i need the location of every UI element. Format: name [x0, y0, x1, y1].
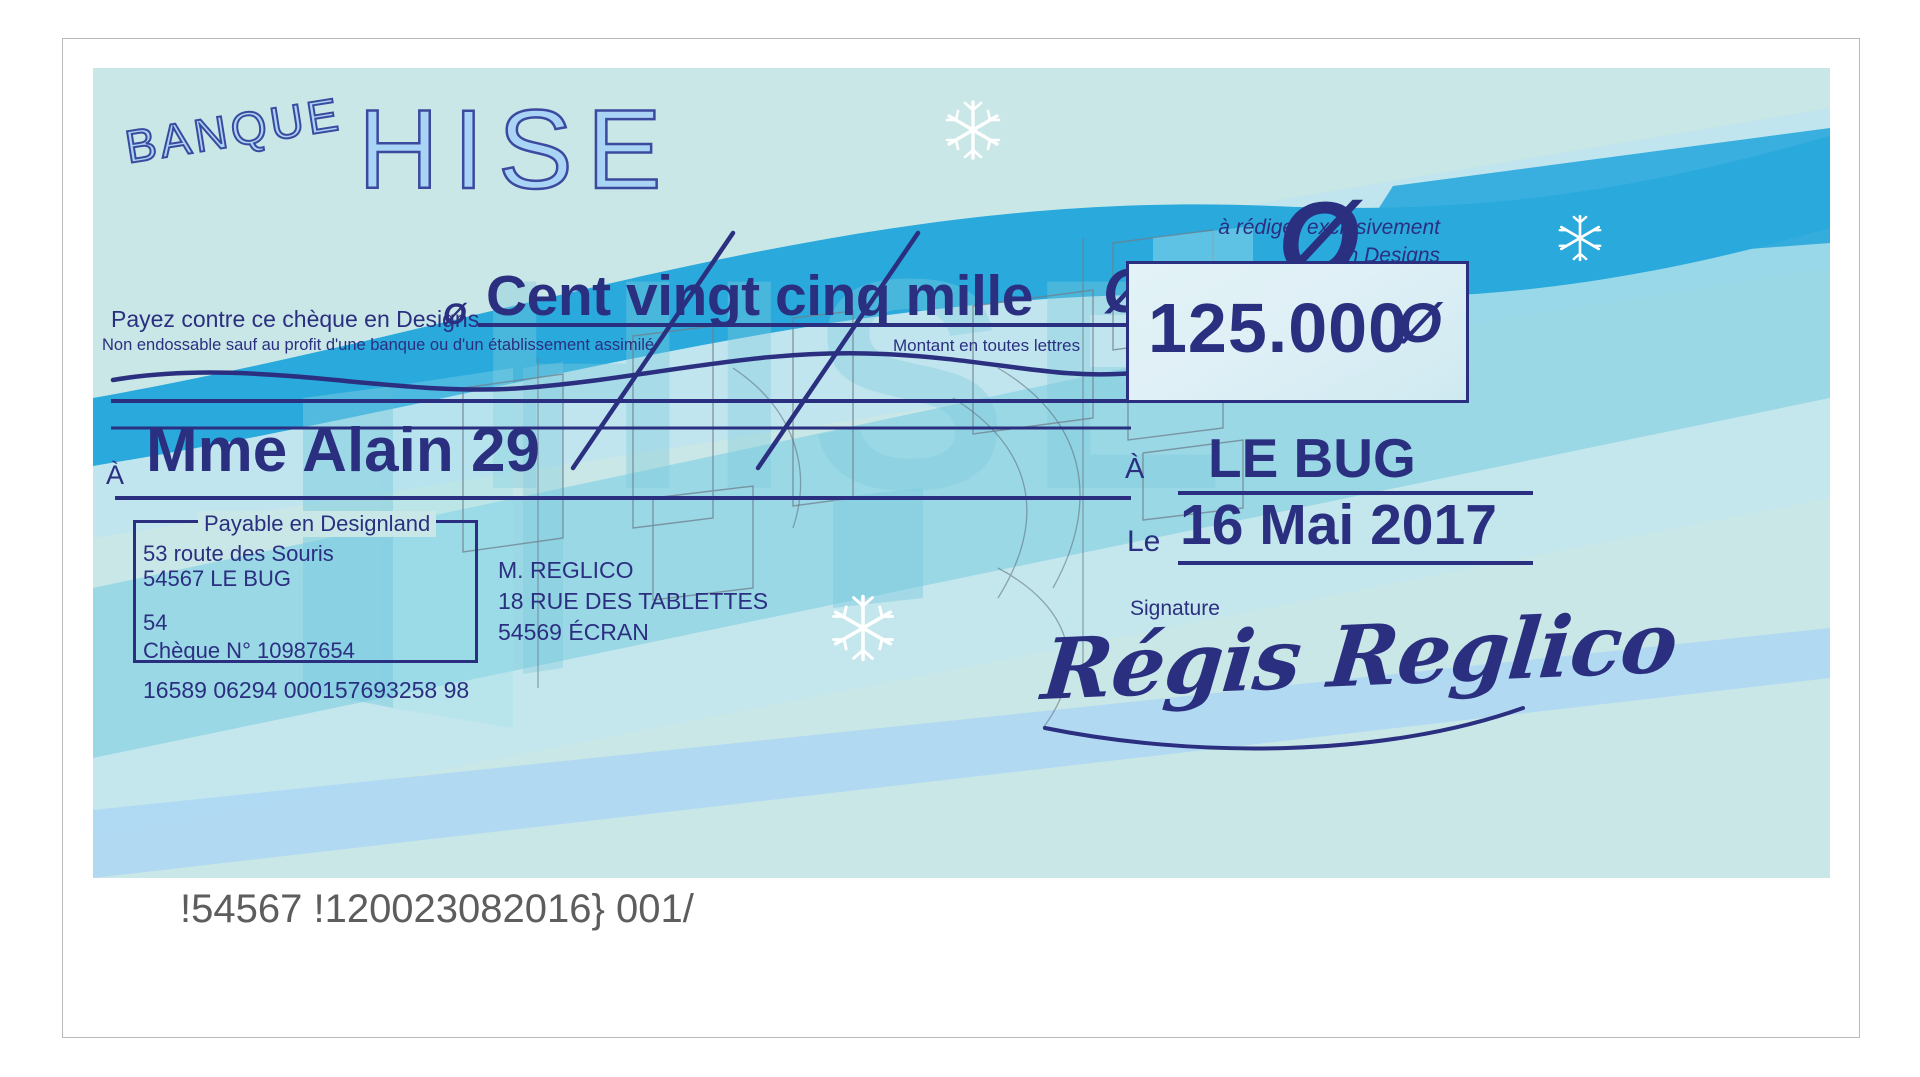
- cheque-number: Chèque N° 10987654: [143, 638, 355, 663]
- amount-figures-box: [1126, 261, 1469, 403]
- date-value[interactable]: 16 Mai 2017: [1180, 493, 1497, 557]
- cheque-document: HISE: [93, 68, 1830, 878]
- beneficiary-value[interactable]: Mme Alain 29: [146, 416, 540, 485]
- micr-code-line: !54567 !120023082016} 001/: [180, 887, 694, 931]
- currency-symbol-icon: Ø: [443, 298, 467, 331]
- bank-address-line-1: 53 route des Souris: [143, 541, 334, 566]
- amount-in-figures-value[interactable]: 125.000: [1148, 289, 1409, 367]
- date-prefix-label: Le: [1127, 525, 1161, 558]
- payable-legend: Payable en Designland: [198, 511, 437, 537]
- place-value[interactable]: LE BUG: [1208, 427, 1416, 489]
- amount-in-words-value[interactable]: Cent vingt cinq mille: [486, 264, 1033, 328]
- bank-address-line-2: 54567 LE BUG: [143, 566, 291, 591]
- amount-in-words-caption: Montant en toutes lettres: [893, 336, 1081, 355]
- drawer-city: 54569 ÉCRAN: [498, 619, 649, 645]
- non-endorsable-fine-print: Non endossable sauf au profit d'une banq…: [102, 336, 655, 354]
- bank-logo-name: HISE: [357, 86, 676, 214]
- place-prefix-label: À: [1125, 453, 1145, 485]
- currency-symbol-icon-figures: Ø: [1398, 291, 1442, 354]
- drawer-name: M. REGLICO: [498, 557, 634, 583]
- signature-label: Signature: [1130, 597, 1220, 620]
- beneficiary-prefix-label: À: [106, 460, 125, 490]
- bank-logo-banque-word: BANQUE: [121, 87, 347, 175]
- drawer-street: 18 RUE DES TABLETTES: [498, 588, 769, 614]
- pay-against-label: Payez contre ce chèque en Designs: [111, 306, 480, 332]
- bank-account-codes: 16589 06294 000157693258 98: [143, 677, 470, 703]
- bank-branch-code: 54: [143, 610, 168, 635]
